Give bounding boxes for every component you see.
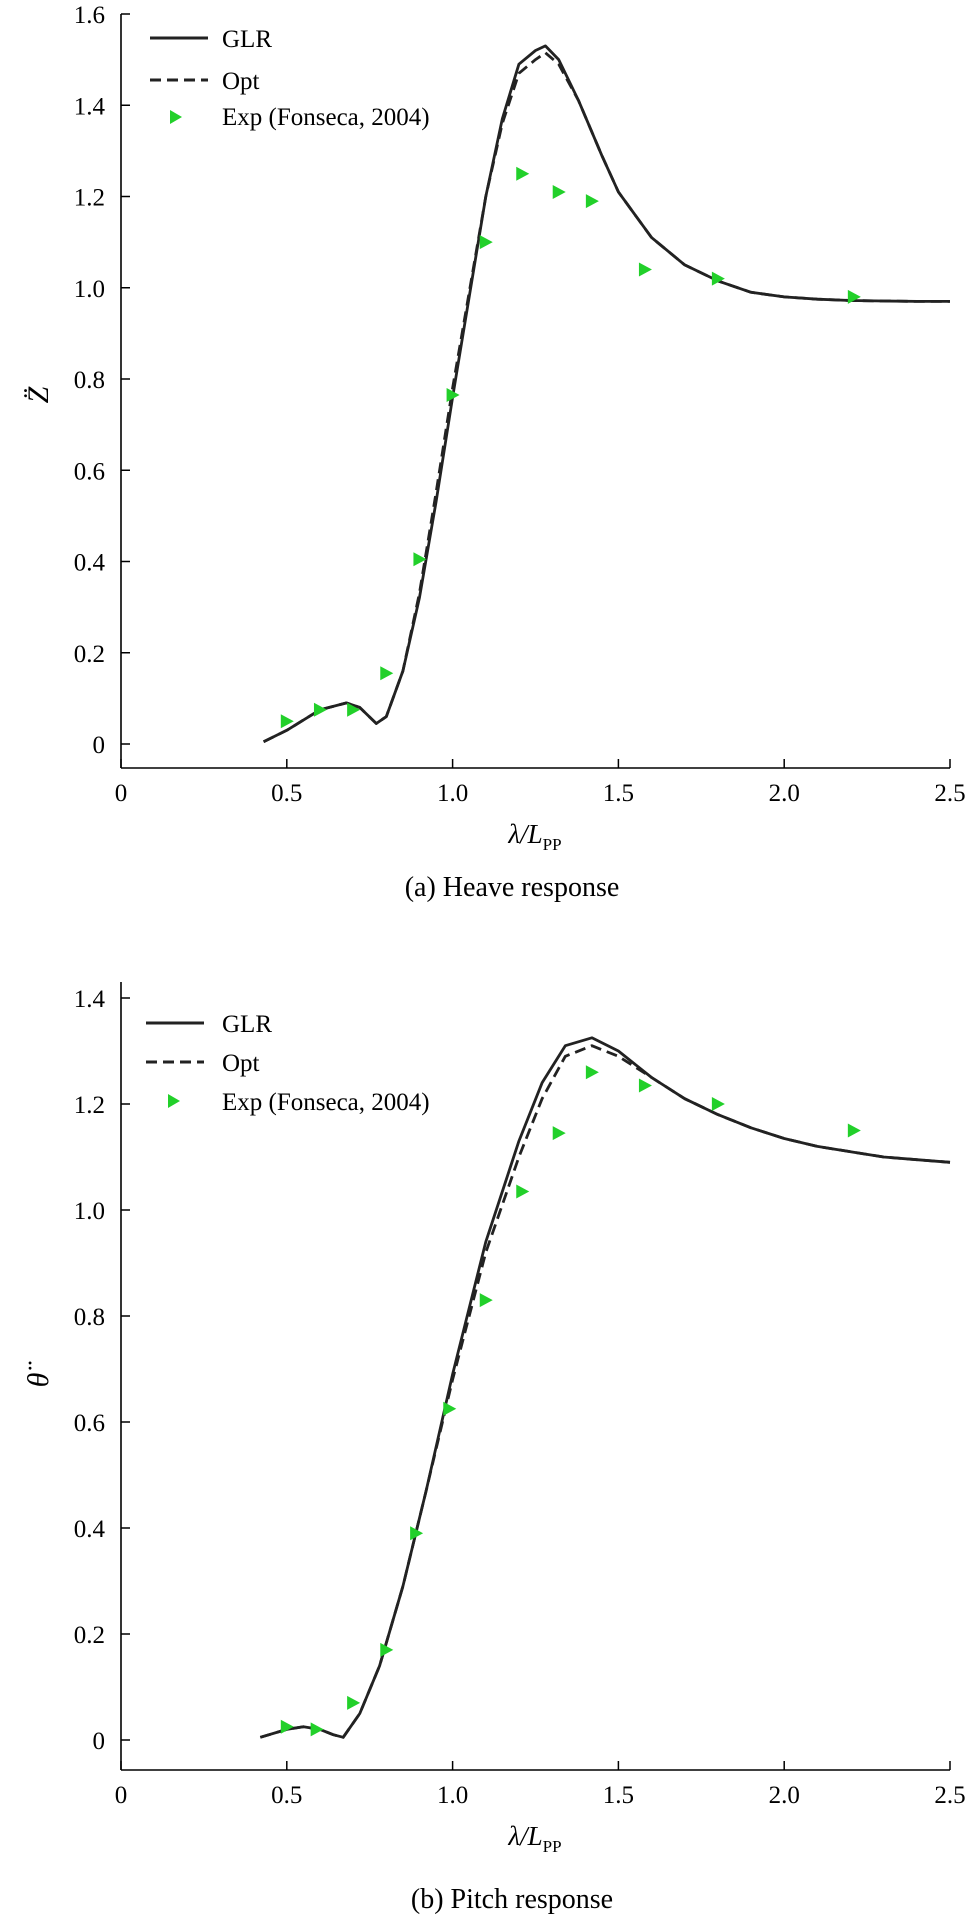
heave-x-tick-label: 1.5 [603, 780, 634, 807]
heave-y-tick-label: 0.8 [74, 367, 105, 394]
pitch-exp-point [310, 1722, 324, 1737]
pitch-caption: (b) Pitch response [411, 1884, 613, 1915]
pitch-x-tick-label: 2.5 [934, 1782, 965, 1809]
pitch-exp-point [380, 1642, 394, 1657]
pitch-x-tick-label: 0 [115, 1782, 128, 1809]
pitch-x-tick-label: 2.0 [769, 1782, 800, 1809]
heave-y-tick-label: 0.2 [74, 641, 105, 668]
heave-legend: GLR Opt Exp (Fonseca, 2004) [150, 26, 430, 131]
legend-exp-marker [170, 110, 182, 124]
pitch-x-label-main: λ/L [507, 1821, 542, 1851]
heave-exp-point [280, 714, 294, 729]
pitch-axes [120, 982, 950, 1771]
heave-exp-point [347, 702, 361, 717]
heave-y-tick-label: 1.4 [74, 93, 106, 120]
pitch-opt-line [259, 1044, 951, 1739]
heave-y-tick-label: 1.6 [74, 2, 105, 29]
pitch-y-label: θ̈ [22, 1361, 55, 1388]
pitch-series [259, 1036, 951, 1739]
pitch-exp-point [847, 1123, 861, 1138]
heave-exp-point [638, 262, 652, 277]
heave-exp-point [479, 235, 493, 250]
heave-y-tick-label: 0.6 [74, 458, 105, 485]
heave-y-tick-label: 0.4 [74, 550, 106, 577]
pitch-y-tick-label: 0.6 [74, 1410, 105, 1437]
pitch-y-tick-label: 1.0 [74, 1198, 105, 1225]
heave-exp-point [847, 289, 861, 304]
pitch-y-tick-label: 0.4 [74, 1516, 106, 1543]
chart-heave: 0 0.5 1.0 1.5 2.0 2.5 0 0.2 0.4 0.6 0.8 1.0 1.2 1.4 1.… [22, 2, 966, 903]
pitch-exp-point [552, 1126, 566, 1141]
heave-ticks: 0 0.5 1.0 1.5 2.0 2.5 0 0.2 0.4 0.6 0.8 1.0 1.2 1.4 1.… [74, 2, 966, 807]
pitch-x-tick-label: 0.5 [271, 1782, 302, 1809]
heave-x-label-main: λ/L [507, 819, 542, 849]
heave-exp-point [585, 194, 599, 209]
heave-exp-markers [280, 166, 861, 729]
heave-exp-point [446, 387, 460, 402]
pitch-y-tick-label: 0 [93, 1728, 106, 1755]
heave-x-label-sub: PP [543, 835, 562, 854]
chart-pitch: 0 0.5 1.0 1.5 2.0 2.5 0 0.2 0.4 0.6 0.8 1.0 1.2 1.4 G… [22, 982, 966, 1915]
legend-exp-label: Exp (Fonseca, 2004) [222, 1089, 430, 1116]
pitch-legend: GLR Opt Exp (Fonseca, 2004) [146, 1011, 430, 1116]
legend-glr-label: GLR [222, 1011, 272, 1038]
heave-exp-point [552, 184, 566, 199]
pitch-ticks: 0 0.5 1.0 1.5 2.0 2.5 0 0.2 0.4 0.6 0.8 1.0 1.2 1.4 [74, 986, 966, 1809]
heave-exp-point [711, 271, 725, 286]
legend-glr-label: GLR [222, 26, 272, 53]
legend-opt-label: Opt [222, 68, 260, 95]
heave-y-tick-label: 0 [93, 732, 106, 759]
heave-y-tick-label: 1.2 [74, 185, 105, 212]
heave-glr-line [262, 44, 950, 743]
pitch-exp-point [516, 1184, 530, 1199]
pitch-y-tick-label: 1.4 [74, 986, 106, 1013]
heave-exp-point [413, 552, 427, 567]
heave-x-tick-label: 0 [115, 780, 128, 807]
pitch-exp-point [443, 1401, 457, 1416]
heave-x-tick-label: 1.0 [437, 780, 468, 807]
pitch-exp-point [347, 1695, 361, 1710]
pitch-exp-point [479, 1293, 493, 1308]
pitch-glr-line [259, 1036, 951, 1739]
heave-caption: (a) Heave response [405, 872, 620, 903]
heave-exp-point [516, 166, 530, 181]
legend-opt-label: Opt [222, 1050, 260, 1077]
heave-y-tick-label: 1.0 [74, 276, 105, 303]
pitch-x-tick-label: 1.0 [437, 1782, 468, 1809]
heave-x-tick-label: 0.5 [271, 780, 302, 807]
pitch-y-tick-label: 0.2 [74, 1622, 105, 1649]
heave-y-label: Z̈ [22, 386, 55, 403]
heave-x-label: λ/LPP [507, 819, 561, 854]
pitch-exp-point [711, 1097, 725, 1111]
heave-series [262, 44, 950, 743]
heave-x-tick-label: 2.5 [934, 780, 965, 807]
pitch-exp-point [638, 1078, 652, 1093]
pitch-exp-point [585, 1065, 599, 1080]
heave-axes [120, 14, 950, 769]
heave-exp-point [313, 702, 327, 717]
pitch-y-tick-label: 0.8 [74, 1304, 105, 1331]
heave-opt-line [262, 51, 950, 743]
pitch-exp-point [280, 1719, 294, 1734]
legend-exp-marker [168, 1094, 180, 1108]
pitch-x-label: λ/LPP [507, 1821, 561, 1856]
pitch-y-tick-label: 1.2 [74, 1092, 105, 1119]
pitch-exp-point [410, 1526, 424, 1541]
heave-x-tick-label: 2.0 [769, 780, 800, 807]
pitch-x-label-sub: PP [543, 1837, 562, 1856]
pitch-exp-markers [280, 1065, 861, 1737]
legend-exp-label: Exp (Fonseca, 2004) [222, 104, 430, 131]
pitch-x-tick-label: 1.5 [603, 1782, 634, 1809]
heave-exp-point [380, 666, 394, 681]
